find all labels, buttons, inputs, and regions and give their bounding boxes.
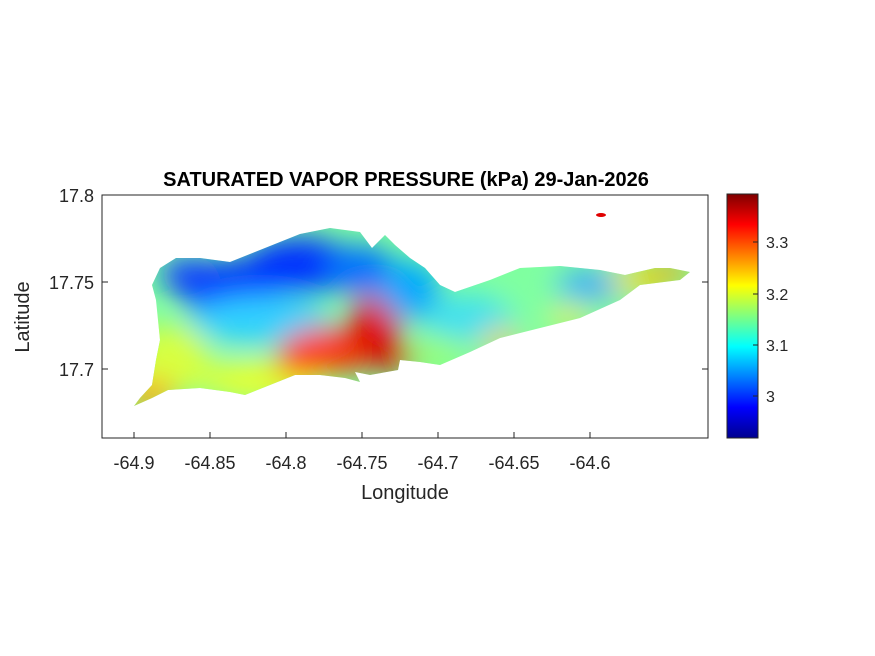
- y-tick-label: 17.7: [59, 360, 94, 380]
- y-axis-label: Latitude: [12, 281, 34, 352]
- x-tick-label: -64.6: [569, 453, 610, 473]
- y-tick-label: 17.75: [49, 273, 94, 293]
- x-tick-label: -64.85: [184, 453, 235, 473]
- x-tick-label: -64.75: [336, 453, 387, 473]
- colorbar-tick-label: 3.3: [766, 235, 788, 252]
- x-tick-label: -64.8: [265, 453, 306, 473]
- colorbar-tick-label: 3.2: [766, 287, 788, 304]
- y-axis: 17.8 17.75 17.7 Latitude: [12, 186, 708, 380]
- x-tick-label: -64.7: [417, 453, 458, 473]
- x-tick-label: -64.9: [113, 453, 154, 473]
- colorbar-tick-label: 3.1: [766, 338, 788, 355]
- x-axis-label: Longitude: [361, 482, 449, 504]
- colorbar-tick-label: 3: [766, 389, 775, 406]
- chart-title: SATURATED VAPOR PRESSURE (kPa) 29-Jan-20…: [163, 169, 649, 191]
- islet-marker: [596, 213, 606, 217]
- x-tick-label: -64.65: [488, 453, 539, 473]
- colorbar: 3.3 3.2 3.1 3: [726, 193, 788, 439]
- x-axis: -64.9 -64.85 -64.8 -64.75 -64.7 -64.65 -…: [113, 432, 611, 504]
- y-tick-label: 17.8: [59, 186, 94, 206]
